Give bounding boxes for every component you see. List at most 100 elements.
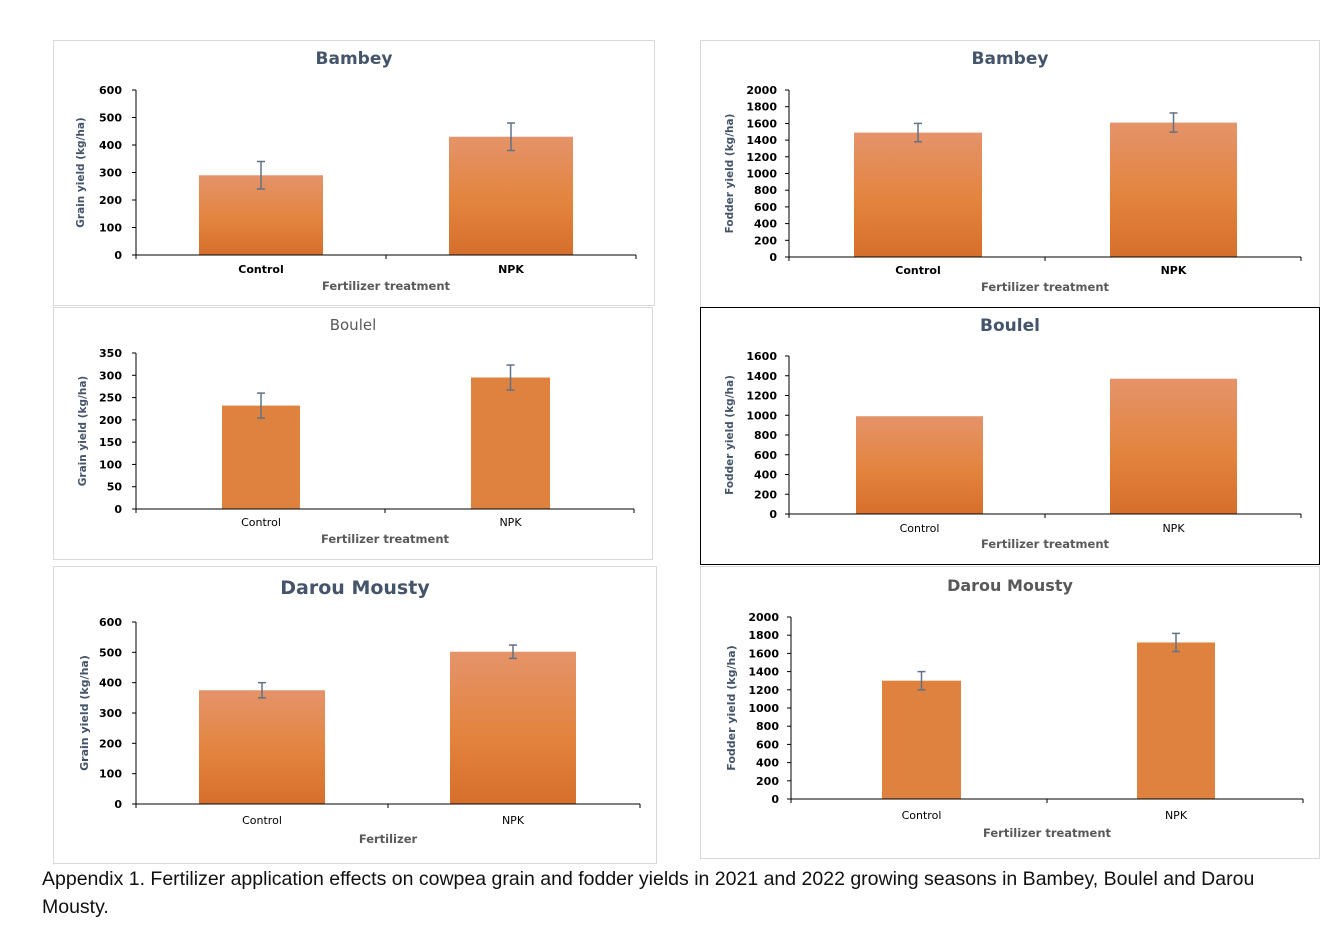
- error-bar-npk: [1169, 112, 1178, 133]
- bar-npk: [1137, 642, 1215, 799]
- y-tick-label: 0: [771, 793, 779, 806]
- y-tick-label: 1600: [748, 647, 779, 660]
- error-bar-control: [257, 160, 265, 190]
- x-axis-label: Fertilizer: [359, 832, 418, 846]
- y-tick-label: 600: [756, 738, 779, 751]
- bar-control: [222, 405, 300, 509]
- y-tick-label: 0: [114, 503, 122, 516]
- error-bar-npk: [506, 364, 515, 391]
- chart-svg-boulel-fodder: Boulel 0 200 400 600 800 1000 1200 1400 1600 Contr…: [724, 316, 1302, 551]
- y-tick-label: 1600: [746, 350, 777, 363]
- y-tick-label: 100: [99, 458, 122, 471]
- y-axis-label: Fodder yield (kg/ha): [725, 645, 738, 770]
- chart-title: Darou Mousty: [947, 576, 1073, 595]
- x-tick-label-npk: NPK: [502, 814, 525, 827]
- y-tick-label: 0: [114, 798, 122, 811]
- y-tick-label: 1000: [746, 409, 777, 422]
- x-tick-label-npk: NPK: [498, 263, 524, 276]
- x-axis-label: Fertilizer treatment: [981, 537, 1110, 551]
- y-tick-label: 0: [114, 249, 122, 262]
- y-tick-label: 800: [756, 720, 779, 733]
- x-tick-label-npk: NPK: [499, 516, 522, 529]
- y-tick-label: 400: [99, 677, 122, 690]
- chart-svg-bambey-fodder: Bambey 0 200 400 600 800 1000 1200 1400 1600 1800 2…: [724, 49, 1302, 294]
- error-bar-npk: [1172, 632, 1180, 653]
- x-axis-label: Fertilizer treatment: [981, 280, 1110, 294]
- y-axis-label: Fodder yield (kg/ha): [724, 375, 736, 495]
- chart-panel-bambey-fodder: Bambey 0 200 400 600 800 1000 1200 1400 1600 1800 2…: [700, 40, 1320, 308]
- chart-svg-bambey-grain: Bambey 0 100 200 300 400 500 600 Control NPK Ferti…: [75, 49, 637, 293]
- error-bar-npk: [507, 122, 515, 152]
- y-tick-label: 300: [99, 369, 122, 382]
- bar-npk: [1110, 122, 1237, 257]
- y-tick-label: 300: [99, 167, 122, 180]
- x-tick-label-control: Control: [242, 814, 282, 827]
- chart-panel-boulel-fodder: Boulel 0 200 400 600 800 1000 1200 1400 1600 Contr…: [700, 307, 1320, 565]
- y-tick-label: 50: [107, 481, 123, 494]
- x-axis-label: Fertilizer treatment: [322, 279, 451, 293]
- bar-npk: [471, 377, 550, 509]
- y-tick-label: 1400: [748, 666, 779, 679]
- y-tick-label: 1800: [748, 629, 779, 642]
- chart-title: Bambey: [972, 49, 1049, 69]
- y-tick-label: 200: [754, 488, 777, 501]
- y-tick-label: 350: [99, 347, 122, 360]
- chart-title: Boulel: [980, 316, 1040, 336]
- y-axis-label: Grain yield (kg/ha): [75, 117, 87, 227]
- x-tick-label-control: Control: [902, 809, 942, 822]
- y-axis-label: Grain yield (kg/ha): [78, 655, 91, 771]
- y-tick-label: 0: [769, 508, 777, 521]
- y-tick-label: 250: [99, 392, 122, 405]
- x-tick-label-npk: NPK: [1165, 809, 1188, 822]
- y-tick-label: 100: [99, 768, 122, 781]
- chart-panel-boulel-grain: Boulel 0 50 100 150 200 250 300 350 Control NPK Fer…: [53, 307, 653, 560]
- y-tick-label: 0: [769, 251, 777, 264]
- y-tick-label: 150: [99, 436, 122, 449]
- bar-npk: [449, 136, 573, 255]
- bar-control: [199, 690, 325, 804]
- y-tick-label: 2000: [748, 611, 779, 624]
- chart-panel-darou-fodder: Darou Mousty 0 200 400 600 800 1000 1200 1400 160…: [700, 566, 1320, 859]
- bar-npk: [1110, 378, 1237, 514]
- y-tick-label: 200: [756, 775, 779, 788]
- y-tick-label: 1400: [746, 134, 777, 147]
- x-tick-label-control: Control: [241, 516, 281, 529]
- chart-title: Darou Mousty: [280, 577, 430, 599]
- error-bar-npk: [509, 644, 517, 660]
- y-tick-label: 400: [756, 757, 779, 770]
- x-tick-label-npk: NPK: [1162, 522, 1185, 535]
- x-tick-label-control: Control: [900, 522, 940, 535]
- y-tick-label: 200: [99, 737, 122, 750]
- y-tick-label: 1200: [746, 151, 777, 164]
- y-tick-label: 1000: [746, 168, 777, 181]
- y-tick-label: 600: [754, 201, 777, 214]
- y-tick-label: 600: [99, 84, 122, 97]
- chart-panel-bambey-grain: Bambey 0 100 200 300 400 500 600 Control NPK Ferti…: [53, 40, 655, 306]
- x-tick-label-control: Control: [895, 264, 940, 277]
- x-tick-label-npk: NPK: [1161, 264, 1187, 277]
- chart-svg-darou-fodder: Darou Mousty 0 200 400 600 800 1000 1200 1400 160…: [725, 576, 1304, 840]
- y-tick-label: 2000: [746, 84, 777, 97]
- y-tick-label: 400: [754, 469, 777, 482]
- y-tick-label: 1400: [746, 370, 777, 383]
- error-bar-control: [258, 681, 266, 699]
- y-tick-label: 200: [99, 414, 122, 427]
- y-tick-label: 500: [99, 112, 122, 125]
- y-axis-label: Fodder yield (kg/ha): [724, 114, 736, 234]
- y-tick-label: 500: [99, 646, 122, 659]
- error-bar-control: [917, 670, 926, 691]
- bar-control: [856, 416, 983, 514]
- figure-caption: Appendix 1. Fertilizer application effec…: [42, 868, 1255, 918]
- x-axis-label: Fertilizer treatment: [983, 826, 1112, 840]
- chart-title: Boulel: [330, 316, 377, 334]
- y-tick-label: 400: [99, 139, 122, 152]
- y-tick-label: 1200: [746, 390, 777, 403]
- error-bar-control: [257, 392, 265, 419]
- y-tick-label: 1000: [748, 702, 779, 715]
- y-tick-label: 1800: [746, 101, 777, 114]
- y-tick-label: 1200: [748, 684, 779, 697]
- y-tick-label: 300: [99, 707, 122, 720]
- bar-control: [854, 132, 982, 257]
- bar-npk: [450, 651, 576, 804]
- chart-svg-darou-grain: Darou Mousty 0 100 200 300 400 500 600 Control NP…: [78, 577, 641, 846]
